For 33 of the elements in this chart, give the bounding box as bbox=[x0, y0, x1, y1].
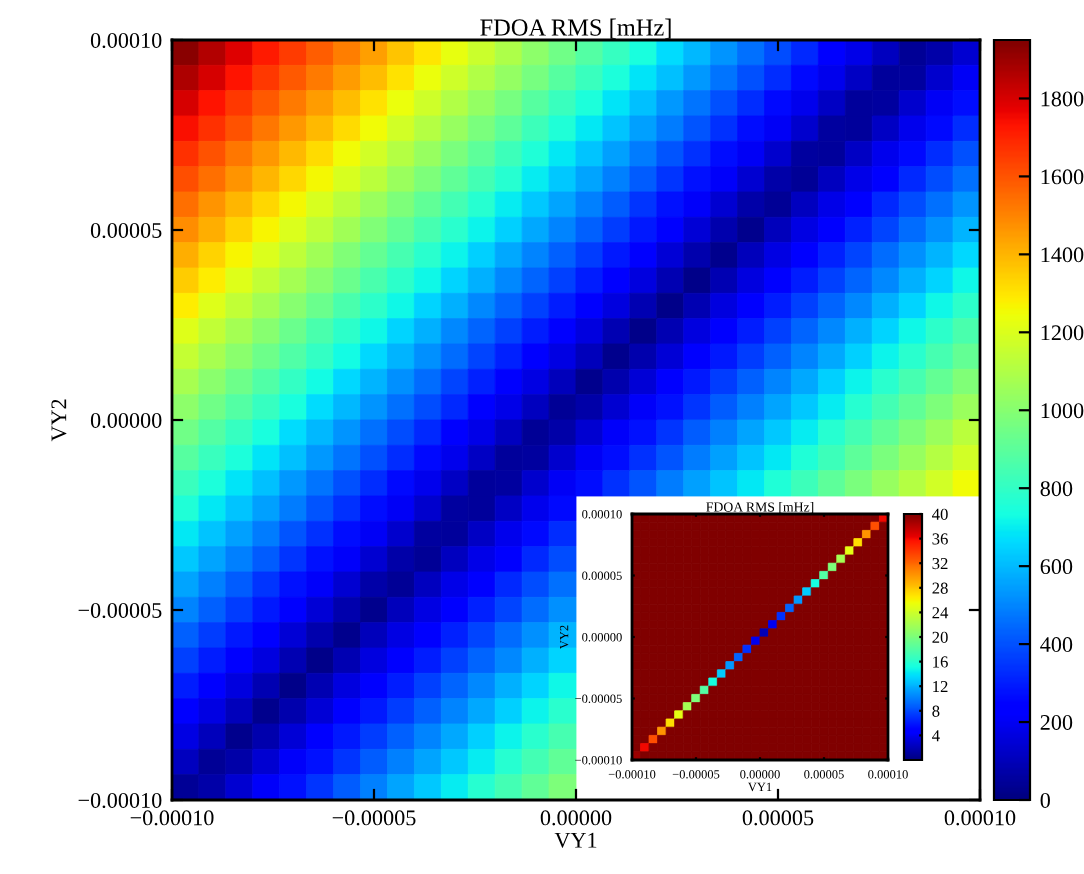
x-tick-label: 0.00005 bbox=[742, 810, 814, 826]
color-bar-label: 16 bbox=[933, 656, 948, 668]
x-tick-label: −0.00005 bbox=[332, 810, 416, 826]
color-bar-label: 0 bbox=[1040, 792, 1050, 808]
color-bar-label: 1400 bbox=[1041, 247, 1084, 263]
color-bar-label: 1200 bbox=[1041, 325, 1084, 341]
x-tick-label: −0.00010 bbox=[130, 810, 214, 826]
color-bar-label: 28 bbox=[932, 582, 948, 594]
color-bar-label: 1600 bbox=[1041, 169, 1084, 185]
y-axis-title: VY2 bbox=[51, 399, 67, 442]
x-axis-title: VY1 bbox=[554, 832, 597, 848]
y-tick-label: 0.00000 bbox=[90, 412, 162, 429]
color-bar-label: 36 bbox=[932, 533, 948, 545]
color-bar-label: 4 bbox=[932, 730, 940, 742]
x-tick-label: 0.00000 bbox=[540, 810, 612, 826]
color-bar-label: 40 bbox=[932, 508, 948, 520]
color-bar-label: 800 bbox=[1040, 481, 1073, 497]
color-bar-label: 20 bbox=[932, 631, 948, 643]
color-bar-label: 600 bbox=[1040, 559, 1073, 575]
x-tick-label: 0.00010 bbox=[944, 810, 1016, 826]
color-bar-label: 400 bbox=[1040, 637, 1073, 653]
color-bar-label: 1000 bbox=[1041, 403, 1084, 419]
y-tick-label: 0.00010 bbox=[90, 32, 162, 49]
color-bar-label: 200 bbox=[1040, 714, 1073, 730]
color-bar-label: 24 bbox=[932, 607, 949, 619]
color-bar-label: 1800 bbox=[1041, 91, 1084, 107]
color-bar-label: 32 bbox=[932, 557, 948, 570]
color-bar-label: 12 bbox=[933, 680, 948, 692]
y-tick-label: 0.00005 bbox=[90, 222, 162, 239]
chart-title: FDOA RMS [mHz] bbox=[480, 18, 671, 39]
y-tick-label: −0.00005 bbox=[78, 602, 162, 619]
color-bar-label: 8 bbox=[932, 705, 940, 717]
y-tick-label: −0.00010 bbox=[78, 792, 162, 809]
